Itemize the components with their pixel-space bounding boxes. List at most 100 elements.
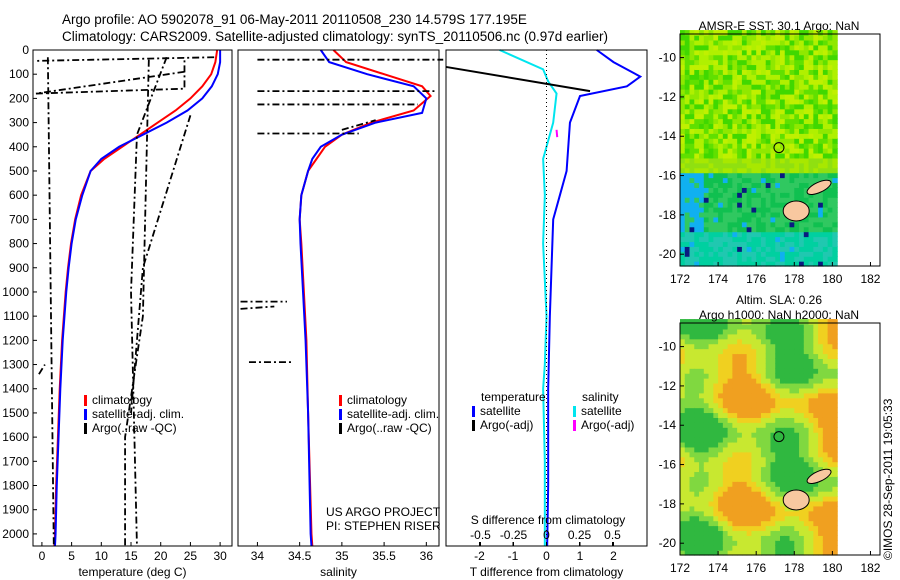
map-cell xyxy=(765,481,772,487)
map-cell xyxy=(699,373,705,379)
map-cell xyxy=(799,148,805,154)
map-cell xyxy=(818,221,824,228)
map-cell xyxy=(737,515,743,522)
map-cell xyxy=(703,231,710,238)
map-cell xyxy=(760,333,767,340)
map-cell xyxy=(794,187,800,193)
map-cell xyxy=(813,500,819,507)
map-cell xyxy=(741,525,748,532)
map-cell xyxy=(770,323,776,330)
map-cell xyxy=(818,387,824,394)
map-cell xyxy=(680,256,686,262)
map-cell xyxy=(770,152,776,159)
map-cell xyxy=(794,93,800,100)
map-cell xyxy=(760,407,767,414)
map-cell xyxy=(827,481,833,487)
map-cell xyxy=(775,328,781,335)
S-argo-line xyxy=(555,129,559,138)
map-cell xyxy=(718,74,724,80)
map-cell xyxy=(708,89,714,95)
map-cell xyxy=(775,363,781,369)
map-cell xyxy=(718,202,724,208)
map-cell xyxy=(718,30,724,36)
map-cell xyxy=(741,363,748,369)
map-cell xyxy=(832,476,838,482)
map-cell xyxy=(770,93,776,100)
map-cell xyxy=(746,79,753,85)
map-cell xyxy=(794,118,800,125)
map-cell xyxy=(680,39,686,46)
map-cell xyxy=(713,481,719,487)
map-cell xyxy=(760,456,767,463)
map-cell xyxy=(737,456,743,463)
map-cell xyxy=(694,256,700,262)
map-cell xyxy=(808,172,814,179)
map-cell xyxy=(794,353,800,359)
map-cell xyxy=(813,456,819,463)
map-cell xyxy=(703,89,710,95)
map-cell xyxy=(784,486,791,492)
map-cell xyxy=(822,373,829,379)
map-axes-box xyxy=(679,322,881,556)
map-cell xyxy=(789,123,795,129)
map-cell xyxy=(737,231,743,238)
map-cell xyxy=(832,89,838,95)
map-cell xyxy=(718,221,724,228)
map-cell xyxy=(680,510,686,517)
map-cell xyxy=(694,373,700,379)
map-cell xyxy=(799,392,805,399)
map-cell xyxy=(775,358,781,364)
map-cell xyxy=(737,505,743,512)
map-cell xyxy=(732,535,738,541)
map-cell xyxy=(703,486,710,492)
map-cell xyxy=(746,328,753,335)
map-cell xyxy=(784,167,791,174)
map-cell xyxy=(770,98,776,105)
map-cell xyxy=(775,202,781,208)
legend-entry: Argo(..raw -QC) xyxy=(347,421,432,435)
map-cell xyxy=(808,387,814,394)
argo-line xyxy=(35,56,215,62)
map-cell xyxy=(827,520,833,527)
map-cell xyxy=(694,545,700,551)
map-cell xyxy=(784,138,791,144)
map-cell xyxy=(708,172,714,179)
map-cell xyxy=(780,496,786,502)
map-cell xyxy=(775,251,781,257)
map-cell xyxy=(680,30,686,36)
map-cell xyxy=(722,93,729,100)
map-cell xyxy=(818,382,824,389)
map-cell xyxy=(794,79,800,85)
map-cell xyxy=(694,363,700,369)
map-cell xyxy=(832,79,838,85)
lat-tick-label: -12 xyxy=(659,379,677,393)
map-cell xyxy=(727,221,733,228)
map-cell xyxy=(741,535,748,541)
map-cell xyxy=(808,540,814,546)
map-cell xyxy=(722,402,729,409)
map-cell xyxy=(680,417,686,423)
map-cell xyxy=(727,69,733,75)
map-cell xyxy=(822,30,829,36)
map-cell xyxy=(718,520,724,527)
map-cell xyxy=(803,113,810,120)
map-cell xyxy=(780,157,786,164)
map-cell xyxy=(732,246,738,252)
map-cell xyxy=(756,338,762,345)
map-cell xyxy=(727,520,733,527)
map-cell xyxy=(737,373,743,379)
map-cell xyxy=(832,353,838,359)
map-cell xyxy=(722,466,729,473)
map-cell xyxy=(794,123,800,129)
argo-line xyxy=(38,364,46,375)
map-cell xyxy=(680,471,686,477)
map-cell xyxy=(756,152,762,159)
map-cell xyxy=(784,348,791,355)
map-cell xyxy=(813,392,819,399)
map-cell xyxy=(794,251,800,257)
map-cell xyxy=(775,550,781,556)
map-cell xyxy=(813,402,819,409)
map-cell xyxy=(751,491,757,497)
map-cell xyxy=(770,84,776,90)
map-cell xyxy=(684,520,691,527)
